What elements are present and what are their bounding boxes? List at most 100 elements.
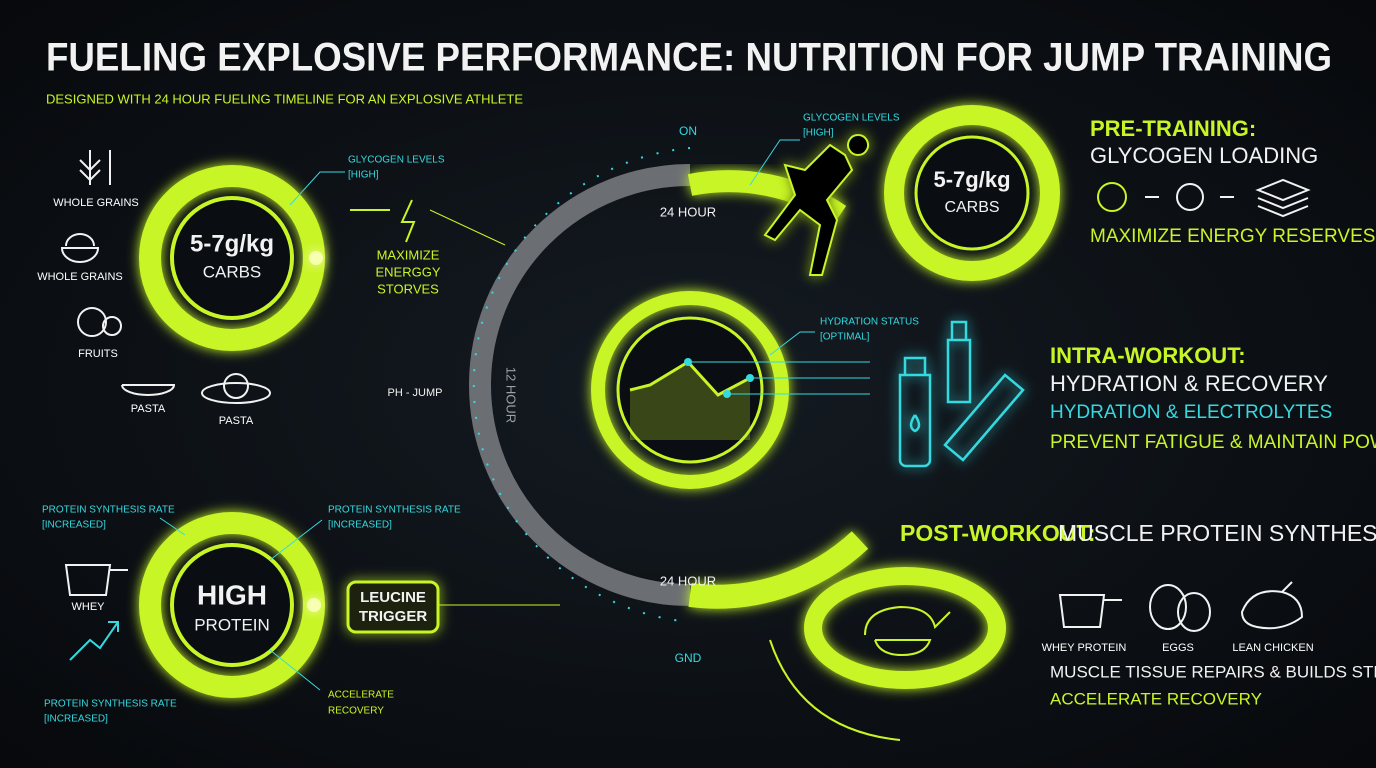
- data-points-part: [746, 374, 754, 382]
- fruit-icon: [102, 316, 122, 336]
- food-label: PASTA: [219, 415, 254, 427]
- indicator: [309, 251, 323, 265]
- callout: GLYCOGEN LEVELS: [348, 155, 445, 166]
- note: ACCELERATE: [328, 690, 394, 701]
- callout-line: [159, 517, 186, 536]
- timeline-active: [688, 531, 869, 609]
- ring-value: 5-7g/kg: [190, 230, 274, 257]
- hydration-area: [630, 362, 750, 440]
- connector: [769, 639, 901, 741]
- section-line: MUSCLE TISSUE REPAIRS & BUILDS STRONGER: [1050, 662, 1376, 681]
- hydration-icons-part: [946, 320, 972, 404]
- hydration-icons-part: [943, 373, 1025, 462]
- indicator: [307, 598, 321, 612]
- timeline-label: GND: [675, 651, 702, 665]
- trend-icon: [69, 621, 119, 661]
- subtitle: DESIGNED WITH 24 HOUR FUELING TIMELINE F…: [46, 91, 523, 106]
- bowl-icon: [60, 233, 100, 263]
- timeline-label: 12 HOUR: [504, 367, 519, 423]
- food-label: LEAN CHICKEN: [1232, 642, 1313, 654]
- callout: [INCREASED]: [44, 714, 108, 725]
- intra-workout: HYDRATION STATUS [OPTIMAL] INTRA-WORKOUT…: [591, 291, 1376, 489]
- egg-icon: [1149, 584, 1187, 630]
- data-points-part: [684, 358, 692, 366]
- carb-panel: 5-7g/kg CARBS GLYCOGEN LEVELS [HIGH] MAX…: [37, 150, 506, 427]
- section-line: HYDRATION & ELECTROLYTES: [1050, 402, 1332, 423]
- food-label: WHEY PROTEIN: [1042, 642, 1127, 654]
- callout-line: [769, 331, 815, 356]
- note: STORVES: [377, 281, 439, 296]
- pasta-icon: [121, 384, 176, 396]
- pasta-icon: [201, 382, 271, 404]
- trigger-box: [346, 580, 440, 634]
- athlete-silhouette: [763, 134, 870, 276]
- timeline-label: PH - JUMP: [388, 387, 443, 399]
- post-workout: POST-WORKOUT: MUSCLE PROTEIN SYNTHESIS W…: [769, 520, 1376, 741]
- lightning-icon: [400, 199, 416, 243]
- hydration-ring: [591, 291, 789, 489]
- trigger-label: TRIGGER: [359, 608, 428, 625]
- pasta-icon: [223, 373, 249, 399]
- timeline-label: 24 HOUR: [660, 204, 716, 219]
- section-heading: INTRA-WORKOUT:: [1050, 343, 1246, 368]
- timeline: ON 24 HOUR 12 HOUR PH - JUMP 24 HOUR GND: [388, 124, 869, 665]
- timeline-arc: [469, 164, 691, 606]
- section-title: GLYCOGEN LOADING: [1090, 143, 1318, 168]
- section-line: ACCELERATE RECOVERY: [1050, 689, 1262, 708]
- fruit-icon: [77, 307, 107, 337]
- section-heading: POST-WORKOUT:: [900, 520, 1096, 546]
- food-label: WHEY: [72, 601, 106, 613]
- egg-icon: [1177, 592, 1211, 632]
- scoop-icon: [64, 564, 128, 596]
- callout: HYDRATION STATUS: [820, 317, 919, 328]
- note: RECOVERY: [328, 706, 384, 717]
- hydration-icons-part: [898, 356, 932, 468]
- protein-panel: HIGH PROTEIN PROTEIN SYNTHESIS RATE [INC…: [42, 505, 560, 725]
- callout-line: [269, 649, 321, 691]
- scoop-icon: [1058, 594, 1122, 628]
- ring-label: PROTEIN: [194, 615, 270, 634]
- protein-ring-inner: [170, 543, 294, 667]
- timeline-label: 24 HOUR: [660, 573, 716, 588]
- hydration-icons-part: [909, 414, 921, 433]
- icon: [1176, 183, 1204, 211]
- title: FUELING EXPLOSIVE PERFORMANCE: NUTRITION…: [46, 36, 1332, 80]
- callout: PROTEIN SYNTHESIS RATE: [42, 505, 175, 516]
- icon: [1097, 182, 1127, 212]
- callout: GLYCOGEN LEVELS: [803, 113, 900, 124]
- callout: PROTEIN SYNTHESIS RATE: [44, 699, 177, 710]
- food-label: FRUITS: [78, 348, 118, 360]
- callout: [HIGH]: [348, 170, 379, 181]
- callout-line: [269, 519, 323, 561]
- ring-value: HIGH: [197, 579, 267, 610]
- chicken-icon: [1240, 581, 1304, 630]
- post-ring: [804, 567, 1006, 689]
- carb-ring-inner: [170, 196, 294, 320]
- section-title: MUSCLE PROTEIN SYNTHESIS: [1058, 520, 1376, 546]
- data-points-part: [723, 390, 731, 398]
- callout: [INCREASED]: [328, 520, 392, 531]
- ring-label: CARBS: [944, 199, 999, 216]
- chicken-icon: [864, 605, 951, 657]
- connector: [429, 209, 506, 246]
- section-note: MAXIMIZE ENERGY RESERVES: [1090, 226, 1375, 247]
- pre-ring: [884, 105, 1060, 281]
- data-points: [684, 358, 754, 398]
- layers-icon: [1255, 178, 1311, 218]
- food-label: PASTA: [131, 403, 166, 415]
- callout: [HIGH]: [803, 128, 834, 139]
- timeline-label: ON: [679, 124, 697, 138]
- note: ENERGGY: [375, 264, 440, 279]
- pre-training: 5-7g/kg CARBS GLYCOGEN LEVELS [HIGH] PRE…: [749, 105, 1375, 281]
- callout-line: [749, 139, 800, 186]
- callout: [OPTIMAL]: [820, 332, 870, 343]
- trigger-label: LEUCINE: [360, 589, 426, 606]
- section-heading: PRE-TRAINING:: [1090, 116, 1256, 141]
- section-title: HYDRATION & RECOVERY: [1050, 371, 1328, 396]
- ring-value: 5-7g/kg: [933, 167, 1010, 192]
- callout-line: [289, 171, 345, 206]
- ring-label: CARBS: [203, 262, 262, 281]
- pre-ring-inner: [914, 135, 1030, 251]
- food-label: WHOLE GRAINS: [53, 197, 139, 209]
